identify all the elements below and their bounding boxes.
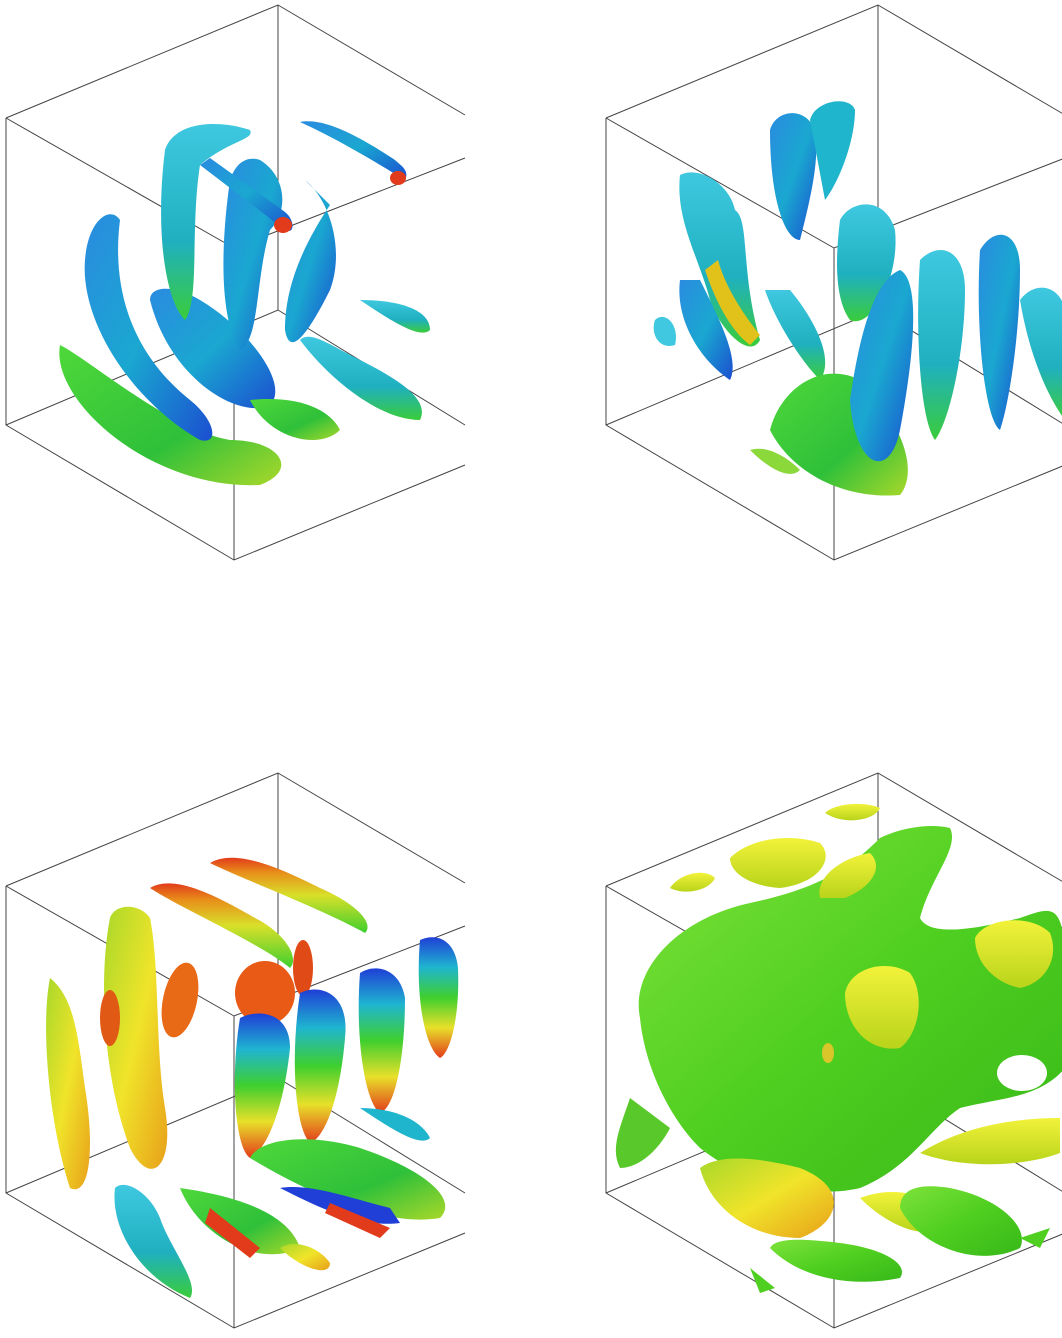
bounding-box [5, 4, 466, 561]
isosurface-panel-top-left [0, 0, 470, 570]
vortex-structures [615, 803, 1062, 1293]
isosurface-panel-top-right [600, 0, 1062, 570]
isosurface-panel-bottom-left [0, 768, 470, 1338]
vortex-structures [653, 101, 1062, 496]
vortex-structures [46, 857, 459, 1298]
isosurface-panel-bottom-right [600, 768, 1062, 1338]
vortex-structures [59, 121, 430, 486]
